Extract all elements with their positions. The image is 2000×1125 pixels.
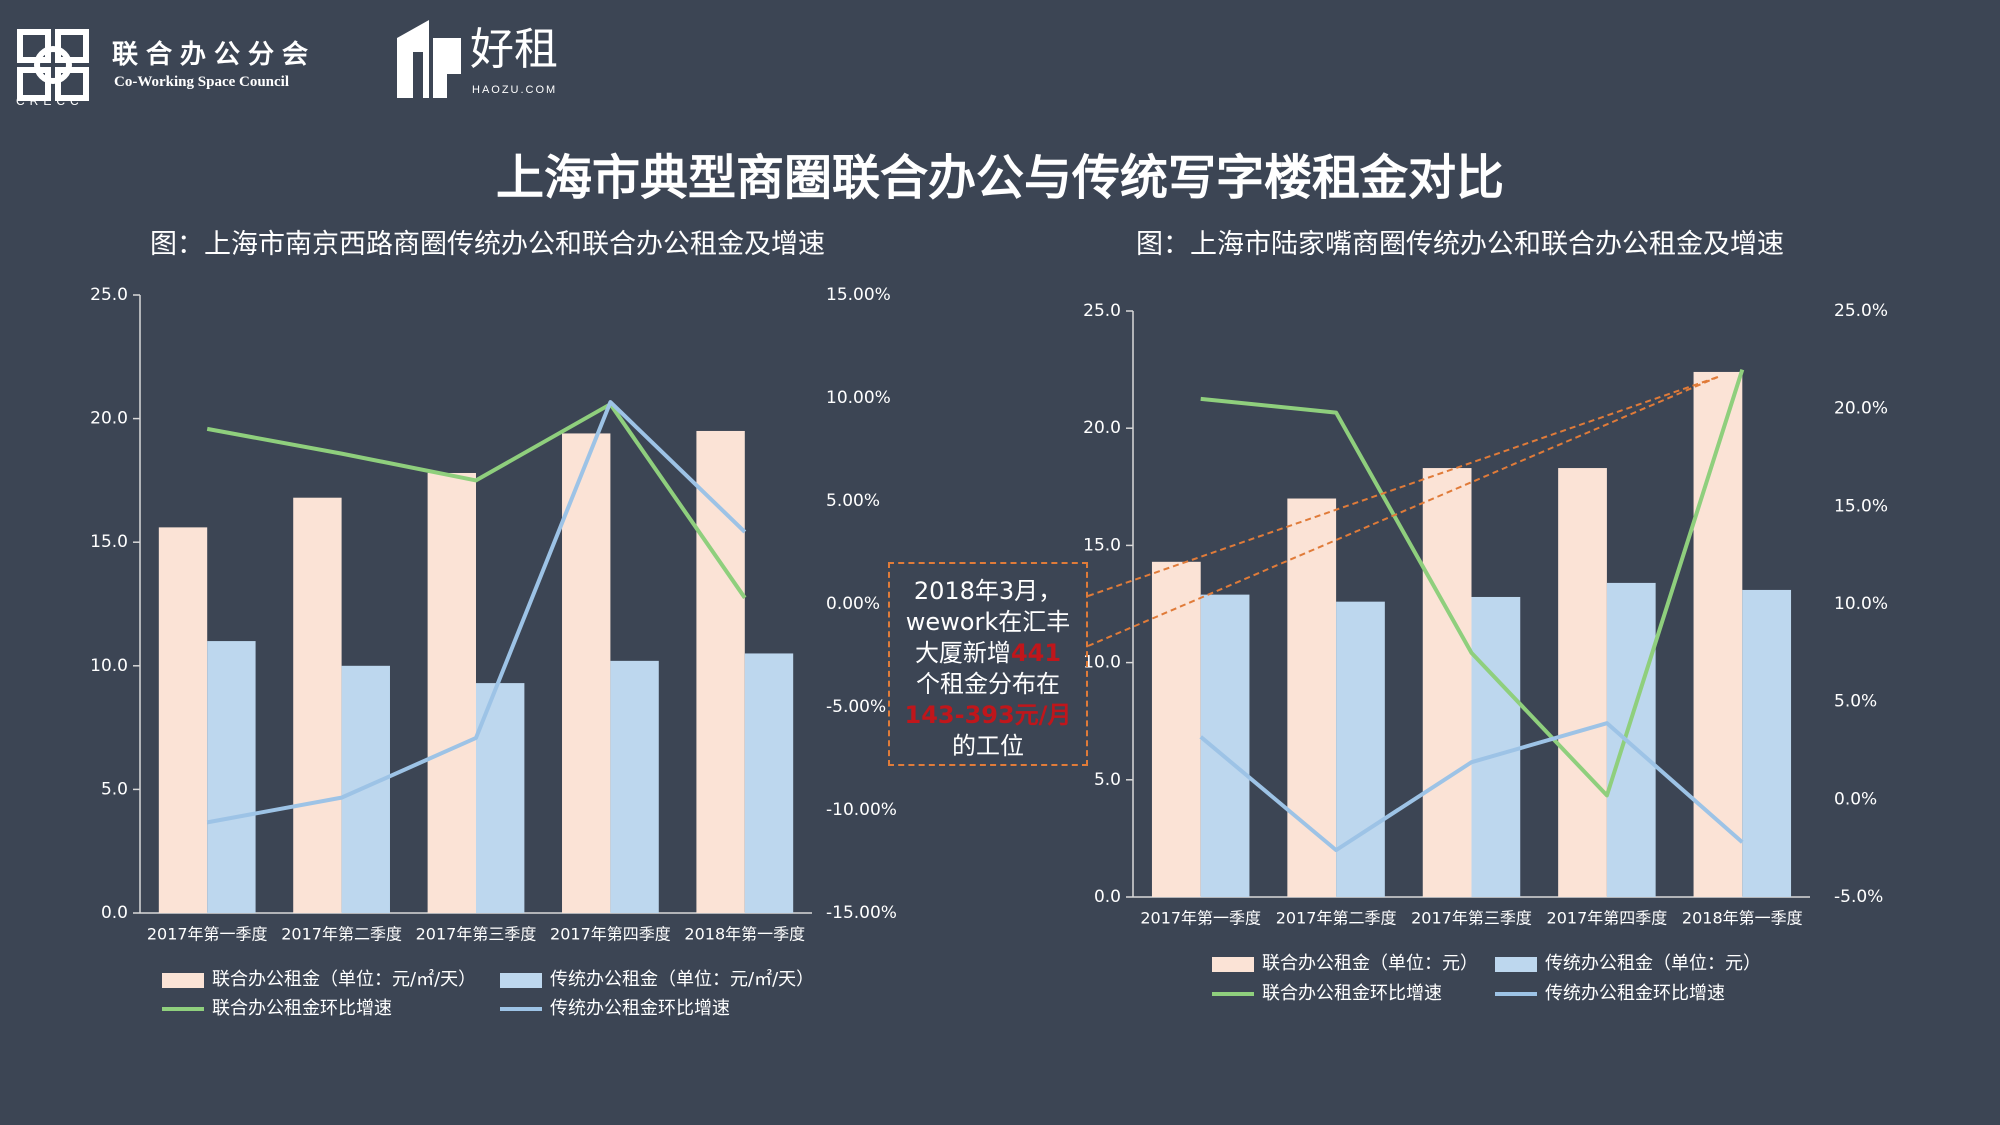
bar-traditional-rent [744, 653, 794, 913]
y2-tick-label: 15.00% [826, 285, 891, 305]
x-tick-label: 2017年第四季度 [550, 925, 671, 944]
page-title: 上海市典型商圈联合办公与传统写字楼租金对比 [495, 150, 1504, 206]
callout-line-4: 个租金分布在 [916, 670, 1060, 698]
x-tick-label: 2017年第二季度 [1276, 909, 1397, 928]
y2-tick-label: 15.0% [1834, 496, 1888, 516]
callout-highlight-count: 441 [1010, 639, 1062, 667]
callout-line-3: 大厦新增441 [890, 638, 1086, 669]
line-traditional-growth [1199, 721, 1744, 853]
haozu-brand-cn: 好租 [470, 24, 558, 75]
line-traditional-growth [206, 400, 747, 825]
line-cowork-growth [206, 402, 747, 599]
y-tick-label: 5.0 [101, 779, 128, 799]
callout-highlight-price: 143-393元/月 [904, 701, 1072, 729]
y-tick-label: 0.0 [1094, 887, 1121, 907]
bar-traditional-rent [207, 641, 256, 913]
legend-swatch [1212, 957, 1254, 972]
bar-traditional-rent [341, 665, 390, 913]
y-tick-label: 0.0 [101, 903, 128, 923]
y-tick-label: 10.0 [1083, 653, 1121, 673]
y2-tick-label: 10.00% [826, 388, 891, 408]
y2-tick-label: 10.0% [1834, 594, 1888, 614]
y-tick-label: 15.0 [1083, 535, 1121, 555]
line-cowork-growth [1200, 368, 1745, 798]
council-name-en: Co-Working Space Council [114, 74, 290, 90]
legend-label: 传统办公租金环比增速 [550, 998, 730, 1019]
y-tick-label: 25.0 [90, 285, 128, 305]
y2-tick-label: -15.00% [826, 903, 897, 923]
bar-traditional-rent [1336, 601, 1385, 897]
y-tick-label: 15.0 [90, 532, 128, 552]
bar-cowork-rent [562, 433, 611, 913]
wework-callout: 2018年3月， wework在汇丰 大厦新增441 个租金分布在 143-39… [888, 562, 1088, 766]
legend-label: 传统办公租金环比增速 [1545, 983, 1725, 1004]
legend-label: 传统办公租金（单位：元） [1545, 953, 1761, 974]
x-tick-label: 2017年第三季度 [1411, 909, 1532, 928]
x-tick-label: 2017年第三季度 [416, 925, 537, 944]
bar-cowork-rent [293, 497, 342, 913]
bar-traditional-rent [1606, 582, 1656, 897]
x-tick-label: 2018年第一季度 [684, 925, 805, 944]
bar-cowork-rent [1151, 561, 1201, 897]
bar-cowork-rent [427, 472, 476, 913]
bar-traditional-rent [1742, 589, 1792, 897]
callout-connector-line [1087, 376, 1719, 647]
callout-line-3-text: 大厦新增 [914, 639, 1011, 667]
haozu-brand-en: HAOZU.COM [472, 84, 558, 96]
y2-tick-label: 5.00% [826, 491, 880, 511]
bar-traditional-rent [1200, 594, 1250, 897]
crecc-logo-text: CRECC [16, 94, 84, 108]
callout-connector-line [1087, 375, 1719, 597]
y2-tick-label: 5.0% [1834, 692, 1877, 712]
bar-cowork-rent [158, 527, 208, 913]
y-tick-label: 10.0 [90, 656, 128, 676]
bar-traditional-rent [610, 660, 659, 913]
y-tick-label: 20.0 [90, 409, 128, 429]
bar-cowork-rent [1558, 468, 1607, 897]
x-tick-label: 2017年第一季度 [147, 925, 268, 944]
bar-cowork-rent [1693, 371, 1743, 898]
legend-swatch [1495, 957, 1537, 972]
legend-label: 联合办公租金环比增速 [1262, 983, 1442, 1004]
y-tick-label: 5.0 [1094, 770, 1121, 790]
legend-label: 联合办公租金（单位：元） [1262, 953, 1478, 974]
legend-swatch [500, 973, 542, 988]
y2-tick-label: -5.0% [1834, 887, 1883, 907]
legend-label: 联合办公租金（单位：元/㎡/天） [212, 968, 476, 990]
x-tick-label: 2018年第一季度 [1682, 909, 1803, 928]
legend-label: 联合办公租金环比增速 [212, 998, 392, 1019]
x-tick-label: 2017年第二季度 [281, 925, 402, 944]
y-tick-label: 25.0 [1083, 301, 1121, 321]
legend-label: 传统办公租金（单位：元/㎡/天） [550, 968, 814, 990]
bar-traditional-rent [1471, 596, 1521, 897]
haozu-logo-icon [397, 20, 461, 98]
y2-tick-label: -10.00% [826, 800, 897, 820]
chart-title-left: 图：上海市南京西路商圈传统办公和联合办公租金及增速 [150, 229, 825, 260]
y2-tick-label: 25.0% [1834, 301, 1888, 321]
y2-tick-label: 0.00% [826, 594, 880, 614]
y2-tick-label: -5.00% [826, 697, 886, 717]
callout-line-1: 2018年3月， [913, 577, 1063, 605]
callout-line-6: 的工位 [952, 732, 1024, 760]
x-tick-label: 2017年第一季度 [1140, 909, 1261, 928]
y-tick-label: 20.0 [1083, 418, 1121, 438]
bar-cowork-rent [1422, 468, 1472, 897]
y2-tick-label: 20.0% [1834, 399, 1888, 419]
x-tick-label: 2017年第四季度 [1547, 909, 1668, 928]
chart-title-right: 图：上海市陆家嘴商圈传统办公和联合办公租金及增速 [1136, 229, 1784, 260]
nanjing-west-road-chart: 0.0 5.0 10.0 15.0 20.0 25.0 -15.00% -10.00% -5.0… [90, 285, 897, 1019]
council-name-cn: 联合办公分会 [112, 40, 317, 70]
legend-swatch [162, 973, 204, 988]
crecc-logo-icon [17, 29, 89, 101]
y2-tick-label: 0.0% [1834, 789, 1877, 809]
callout-line-2: wework在汇丰 [905, 608, 1071, 636]
